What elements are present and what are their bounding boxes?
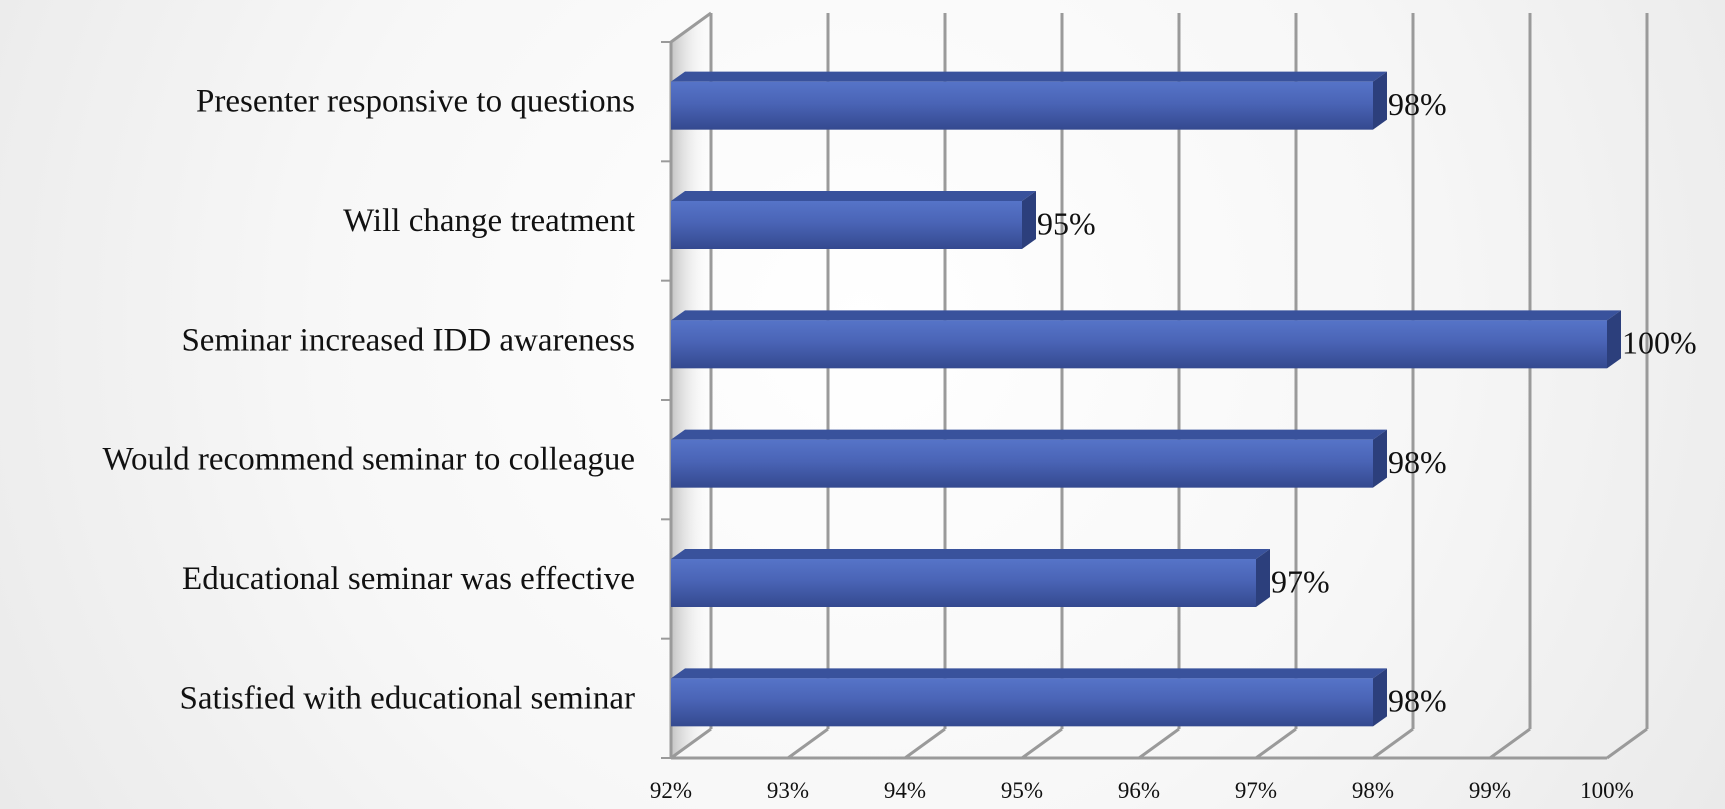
floor-gridline (1606, 727, 1648, 760)
bar-top-face (671, 668, 1387, 679)
axis-layer (661, 11, 1607, 760)
bar (671, 668, 1387, 727)
bar-front-face (671, 81, 1373, 130)
category-label: Would recommend seminar to colleague (103, 442, 636, 478)
bar-side-face (1256, 549, 1270, 607)
bar-side-face (1373, 429, 1387, 488)
category-label: Will change treatment (343, 203, 635, 239)
floor-gridline (1489, 727, 1531, 760)
floor-gridline (1255, 727, 1297, 760)
labels-layer: 92% 93% 94% 95% 96% 97% 98% 99% 100% 98% Satisfied… (103, 84, 1697, 803)
floor-gridline (1372, 727, 1414, 760)
x-tick-label: 95% (1001, 778, 1043, 803)
x-tick-label: 93% (767, 778, 809, 803)
bar-side-face (1373, 668, 1387, 727)
bar (671, 429, 1387, 488)
bar-top-face (671, 549, 1270, 559)
bar-side-face (1373, 71, 1387, 130)
bar-top-face (671, 310, 1621, 321)
wall-edge (670, 11, 712, 44)
x-tick-label: 100% (1580, 778, 1634, 803)
category-label: Satisfied with educational seminar (180, 680, 635, 716)
x-tick-label: 96% (1118, 778, 1160, 803)
bar-front-face (671, 559, 1256, 607)
bar-front-face (671, 439, 1373, 488)
bar-side-face (1022, 191, 1036, 249)
bar-top-face (671, 71, 1387, 82)
bar-top-face (671, 429, 1387, 440)
bars-layer (671, 71, 1621, 727)
bar-front-face (671, 201, 1022, 249)
bar (671, 191, 1036, 249)
bar (671, 71, 1387, 130)
data-label: 100% (1622, 325, 1697, 361)
data-label: 97% (1271, 563, 1330, 599)
floor-gridline (1021, 727, 1063, 760)
bar-front-face (671, 320, 1607, 369)
data-label: 98% (1388, 683, 1447, 719)
x-tick-label: 94% (884, 778, 926, 803)
data-label: 98% (1388, 444, 1447, 480)
floor-gridline (904, 727, 946, 760)
x-tick-label: 99% (1469, 778, 1511, 803)
floor-gridline (1138, 727, 1180, 760)
data-label: 98% (1388, 86, 1447, 122)
category-label: Educational seminar was effective (182, 561, 635, 597)
x-tick-label: 92% (650, 778, 692, 803)
x-tick-label: 97% (1235, 778, 1277, 803)
bar-top-face (671, 191, 1036, 201)
x-tick-label: 98% (1352, 778, 1394, 803)
category-label: Presenter responsive to questions (196, 84, 635, 120)
floor-gridline (787, 727, 829, 760)
bar-front-face (671, 678, 1373, 727)
category-label: Seminar increased IDD awareness (181, 322, 635, 358)
bar (671, 310, 1621, 369)
data-label: 95% (1037, 205, 1096, 241)
floor-gridline (670, 727, 712, 760)
bar (671, 549, 1270, 607)
bar-side-face (1607, 310, 1621, 369)
